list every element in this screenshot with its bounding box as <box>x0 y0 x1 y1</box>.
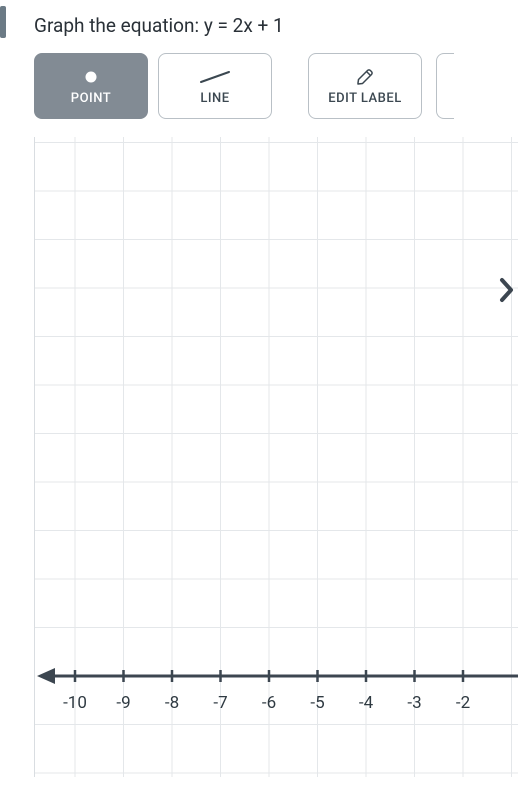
tool-toolbar: POINT LINE EDIT LABEL <box>34 53 518 119</box>
grid-svg <box>35 137 518 777</box>
x-tick-label: -5 <box>310 693 324 713</box>
x-tick-label: -7 <box>213 693 227 713</box>
graph-canvas[interactable]: -10 -9 -8 -7 -6 -5 -4 -3 -2 <box>34 137 518 777</box>
x-tick-label: -10 <box>63 693 87 713</box>
x-tick-label: -6 <box>262 693 276 713</box>
next-chevron-button[interactable] <box>498 276 516 308</box>
pencil-icon <box>355 68 375 86</box>
x-tick-label: -8 <box>165 693 179 713</box>
point-tool-label: POINT <box>71 92 111 105</box>
line-icon <box>198 68 232 86</box>
x-tick-label: -9 <box>116 693 130 713</box>
edit-label-tool-label: EDIT LABEL <box>328 92 402 105</box>
x-tick-label: -4 <box>359 693 373 713</box>
next-tool-button-partial[interactable] <box>436 53 454 119</box>
line-tool-button[interactable]: LINE <box>158 53 272 119</box>
line-tool-label: LINE <box>200 92 229 105</box>
edit-label-tool-button[interactable]: EDIT LABEL <box>308 53 422 119</box>
point-icon <box>84 68 98 86</box>
question-prompt: Graph the equation: y = 2x + 1 <box>34 14 518 37</box>
left-accent-marker <box>0 6 6 38</box>
point-tool-button[interactable]: POINT <box>34 53 148 119</box>
main-container: Graph the equation: y = 2x + 1 POINT LIN… <box>0 0 518 777</box>
x-tick-label: -3 <box>407 693 421 713</box>
x-tick-label: -2 <box>456 693 470 713</box>
